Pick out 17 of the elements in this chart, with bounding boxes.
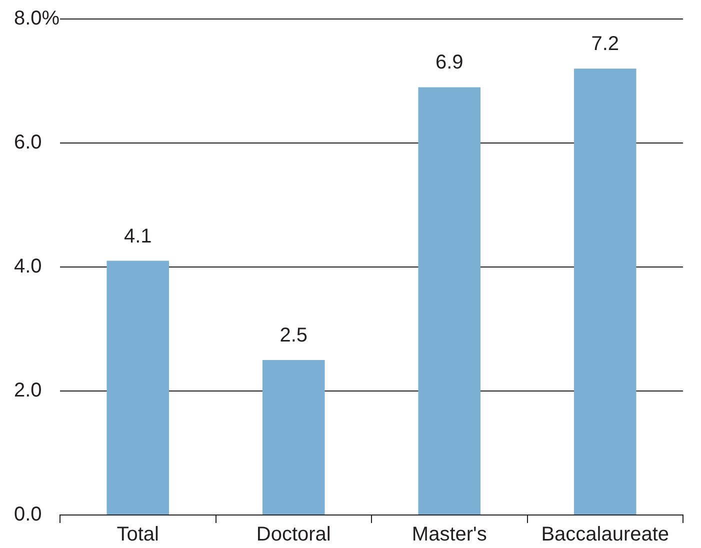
bar <box>418 87 481 514</box>
bar <box>262 360 325 514</box>
bar <box>574 68 636 514</box>
data-label: 2.5 <box>280 324 308 347</box>
bar <box>106 260 170 514</box>
x-tick-label: Master's <box>412 524 487 546</box>
y-tick-label: 6.0 <box>14 132 42 154</box>
y-tick-label: 0.0 <box>14 504 42 526</box>
y-tick-label: 2.0 <box>14 380 42 402</box>
x-tick-label: Doctoral <box>256 524 331 546</box>
y-tick-label: 8.0% <box>14 8 60 30</box>
data-label: 7.2 <box>591 33 620 56</box>
data-label: 6.9 <box>435 52 464 74</box>
data-label: 4.1 <box>124 225 152 248</box>
x-tick-label: Baccalaureate <box>541 524 670 546</box>
y-tick-label: 4.0 <box>14 256 42 278</box>
x-tick-label: Total <box>116 524 159 546</box>
